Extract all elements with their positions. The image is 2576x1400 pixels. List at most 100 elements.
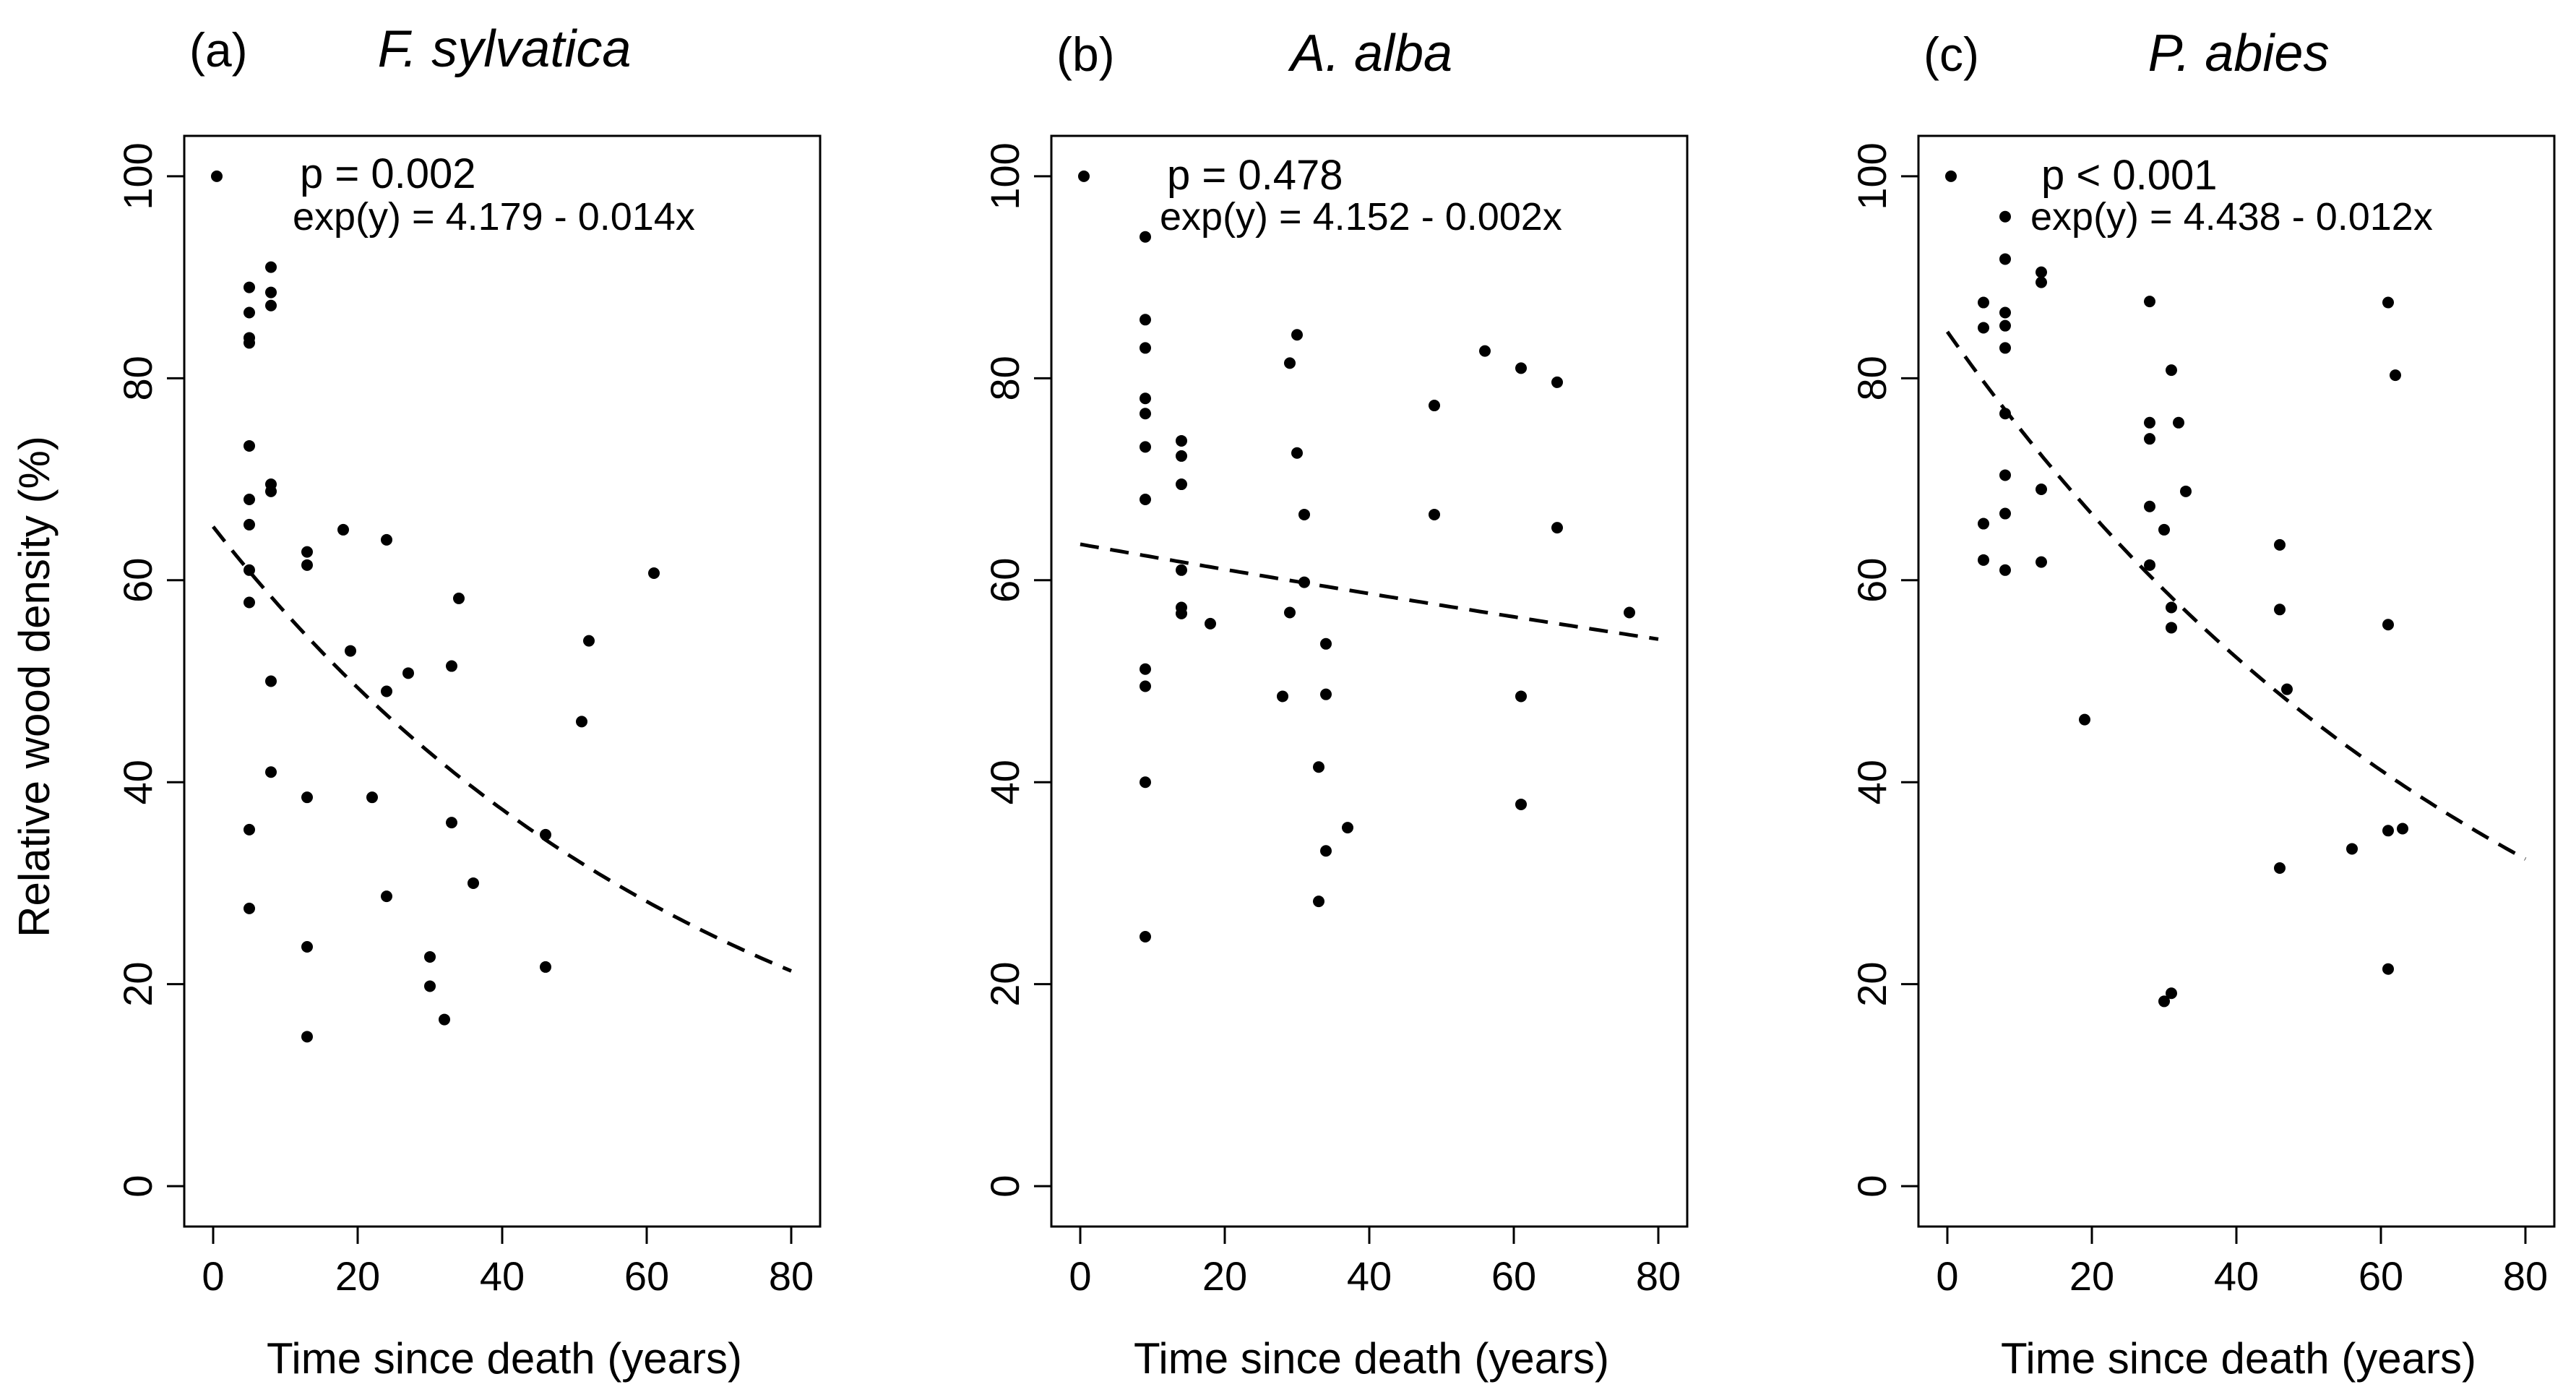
data-point (1313, 761, 1324, 773)
data-point (2166, 364, 2177, 377)
data-point (1140, 441, 1151, 453)
panel-b: (b) A. alba p = 0.478 exp(y) = 4.152 - 0… (982, 25, 1689, 1383)
data-point (2382, 296, 2394, 309)
data-point (2166, 987, 2177, 1000)
y-tick-label: 60 (1849, 558, 1895, 603)
data-point (211, 170, 223, 182)
panel-a-title: F. sylvatica (378, 20, 632, 78)
data-point (1140, 776, 1151, 789)
data-point (2036, 484, 2047, 496)
data-point (1551, 522, 1563, 534)
data-point (244, 439, 255, 452)
data-point (1205, 617, 1216, 630)
panel-b-p-value: p = 0.478 (1167, 152, 1343, 199)
data-point (1999, 306, 2011, 319)
x-tick-label: 60 (624, 1253, 669, 1299)
y-tick-label: 80 (1849, 356, 1895, 400)
data-point (648, 567, 660, 579)
y-tick-label: 80 (115, 356, 160, 400)
panel-a-x-axis-label: Time since death (years) (267, 1334, 742, 1383)
data-point (265, 485, 277, 497)
data-point (424, 950, 436, 963)
y-tick-label: 20 (115, 962, 160, 1007)
data-point (424, 980, 436, 992)
data-point (2346, 843, 2358, 855)
data-point (1176, 607, 1187, 619)
data-point (1978, 518, 1989, 530)
data-point (1140, 663, 1151, 675)
data-point (2144, 559, 2155, 571)
panel-c-title: P. abies (2148, 25, 2330, 82)
data-point (345, 645, 356, 657)
data-point (244, 494, 255, 505)
data-point (1999, 253, 2011, 265)
panel-c-equation: exp(y) = 4.438 - 0.012x (2030, 195, 2433, 239)
data-point (381, 685, 392, 697)
x-tick-label: 60 (2359, 1253, 2403, 1299)
data-point (1140, 314, 1151, 326)
panel-a-plot-area: 0 20 40 60 80 0 20 40 60 80 100 (115, 134, 822, 1299)
data-point (576, 716, 587, 728)
data-point (1140, 392, 1151, 405)
data-point (2382, 825, 2394, 837)
data-point (2036, 556, 2047, 568)
data-point (1277, 690, 1288, 703)
data-point (1320, 845, 1332, 857)
data-point (301, 559, 313, 571)
data-point (2397, 823, 2408, 835)
data-point (2274, 862, 2286, 874)
data-point (244, 337, 255, 349)
data-point (540, 828, 551, 841)
data-point (1176, 450, 1187, 462)
data-point (366, 791, 378, 804)
data-point (244, 823, 255, 836)
data-point (1551, 376, 1563, 388)
data-point (244, 596, 255, 609)
data-point (2158, 995, 2170, 1008)
data-point (2166, 601, 2177, 614)
data-point (1624, 606, 1635, 619)
data-point (2382, 963, 2394, 975)
data-point (1291, 447, 1303, 459)
data-point (1978, 554, 1989, 566)
data-point (1999, 210, 2011, 223)
y-tick-label: 100 (115, 142, 160, 210)
data-point (1999, 564, 2011, 576)
y-tick-label: 20 (1849, 962, 1895, 1007)
data-point (2281, 683, 2293, 695)
data-point (1429, 508, 1440, 520)
data-point (1313, 896, 1324, 908)
data-point (265, 286, 277, 299)
data-point (1999, 408, 2011, 420)
data-point (2144, 433, 2155, 445)
x-tick-label: 80 (769, 1253, 814, 1299)
x-tick-label: 80 (1636, 1253, 1681, 1299)
data-point (2079, 713, 2090, 726)
data-point (301, 940, 313, 953)
panel-c-letter: (c) (1924, 27, 1979, 81)
data-point (265, 675, 277, 687)
data-point (439, 1013, 450, 1026)
data-point (244, 564, 255, 576)
panel-b-letter: (b) (1056, 27, 1115, 81)
y-tick-label: 40 (982, 760, 1028, 804)
data-point (446, 817, 457, 829)
data-point (2274, 604, 2286, 616)
data-point (244, 281, 255, 293)
data-point (1978, 322, 1989, 334)
data-point (1291, 329, 1303, 341)
x-tick-label: 40 (2214, 1253, 2259, 1299)
x-tick-label: 0 (1069, 1253, 1091, 1299)
y-tick-label: 100 (1849, 142, 1895, 210)
data-point (1284, 357, 1296, 369)
data-point (1999, 319, 2011, 332)
data-point (244, 902, 255, 914)
data-point (1999, 342, 2011, 354)
x-tick-label: 20 (335, 1253, 380, 1299)
data-point (265, 299, 277, 312)
data-point (446, 660, 457, 672)
x-tick-label: 0 (202, 1253, 224, 1299)
x-tick-label: 0 (1936, 1253, 1958, 1299)
data-point (1176, 478, 1187, 491)
